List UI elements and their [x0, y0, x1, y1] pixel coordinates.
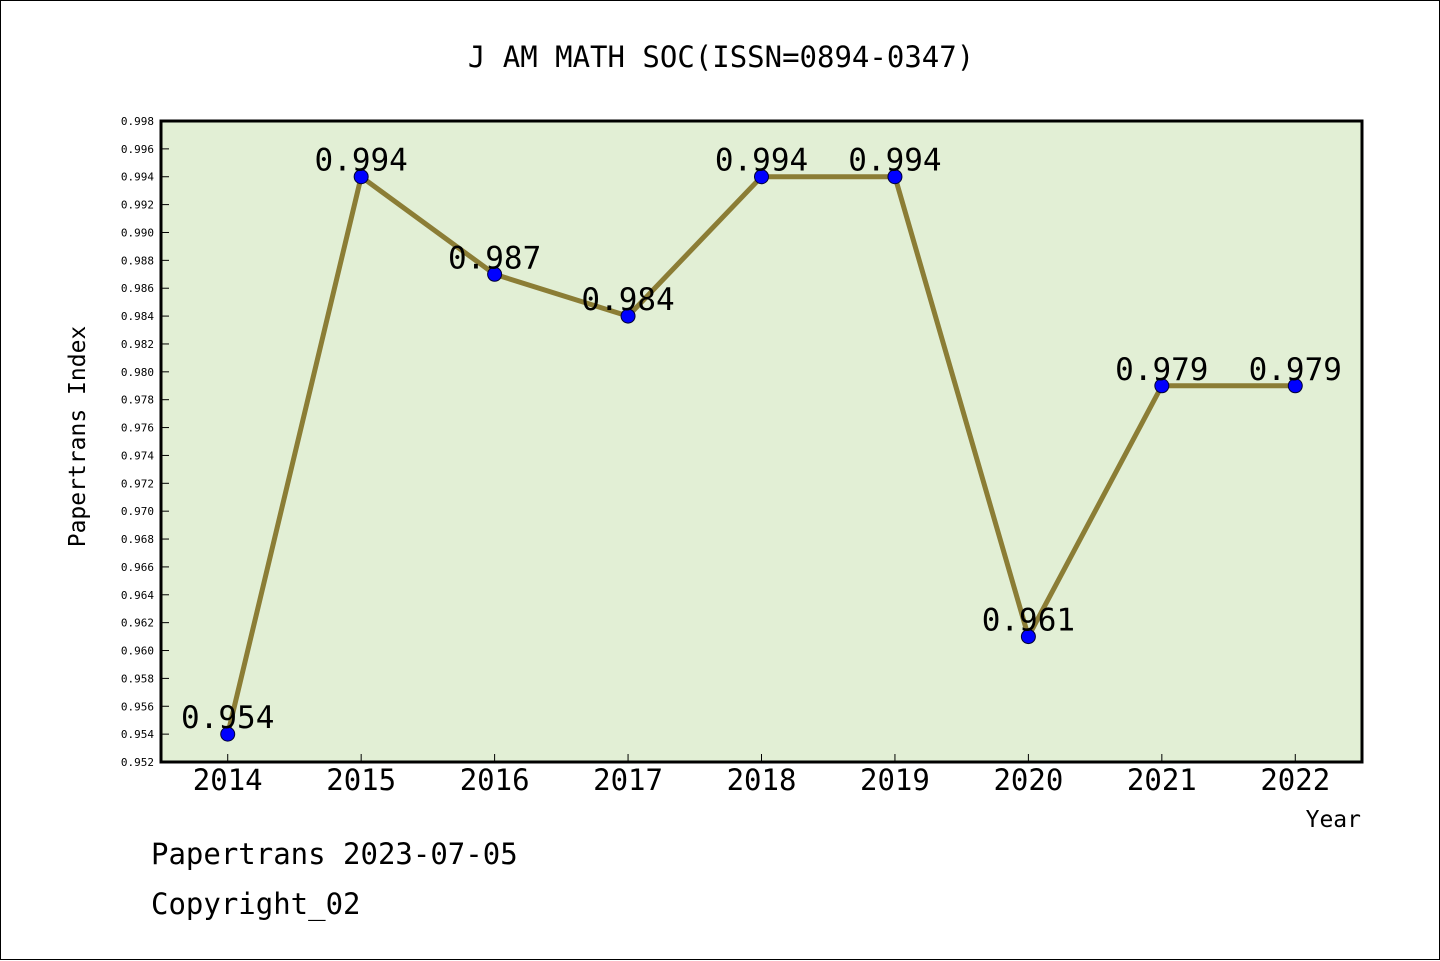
data-point [1154, 378, 1170, 394]
y-tick-label: 0.986 [121, 282, 154, 295]
y-tick-label: 0.994 [121, 171, 154, 184]
y-axis: 0.952 0.954 0.956 0.958 0.960 0.962 0.964 0.966… [121, 115, 169, 769]
data-label: 0.979 [1249, 352, 1342, 388]
x-tick-label: 2015 [326, 763, 396, 797]
plot-area [159, 119, 1364, 764]
y-tick-label: 0.976 [121, 422, 154, 435]
data-label: 0.961 [982, 603, 1075, 639]
y-tick-label: 0.956 [121, 700, 154, 713]
data-label: 0.994 [715, 143, 808, 179]
data-point [487, 266, 503, 282]
y-tick-label: 0.990 [121, 226, 154, 239]
chart-title: J AM MATH SOC(ISSN=0894-0347) [468, 40, 974, 74]
y-tick-label: 0.970 [121, 505, 154, 518]
x-tick-label: 2016 [460, 763, 530, 797]
y-tick-label: 0.962 [121, 617, 154, 630]
y-tick-label: 0.982 [121, 338, 154, 351]
data-point [620, 308, 636, 324]
y-tick-label: 0.984 [121, 310, 154, 323]
data-point [754, 169, 769, 185]
data-point [220, 726, 236, 742]
y-tick-label: 0.966 [121, 561, 154, 574]
y-tick-label: 0.988 [121, 254, 154, 267]
data-label-group: 0.954 0.994 0.987 0.984 0.994 0.994 0.961 0.979… [181, 143, 1342, 736]
data-label: 0.984 [581, 282, 674, 318]
x-tick-label: 2018 [727, 763, 797, 797]
y-tick-label: 0.954 [121, 728, 154, 741]
y-axis-label: Papertrans Index [65, 326, 91, 548]
footer-copyright-text: Copyright_02 [151, 887, 361, 921]
y-tick-label: 0.952 [121, 756, 154, 769]
data-label: 0.994 [848, 143, 941, 179]
x-tick-label: 2020 [993, 763, 1063, 797]
y-tick-label: 0.974 [121, 449, 154, 462]
marker-group [220, 169, 1303, 742]
data-label: 0.954 [181, 700, 274, 736]
y-tick-label: 0.998 [121, 115, 154, 128]
y-tick-label: 0.968 [121, 533, 154, 546]
data-point [353, 169, 369, 185]
x-tick-label: 2021 [1127, 763, 1197, 797]
data-label: 0.987 [448, 240, 541, 276]
data-point [887, 169, 903, 185]
x-tick-label: 2014 [193, 763, 263, 797]
data-point [1287, 378, 1303, 394]
y-tick-label: 0.964 [121, 589, 154, 602]
x-tick-label: 2022 [1260, 763, 1330, 797]
data-label: 0.979 [1115, 352, 1208, 388]
data-point [1020, 629, 1036, 645]
y-tick-label: 0.980 [121, 366, 154, 379]
x-axis: 2014 2015 2016 2017 2018 2019 2020 2021 2022 [193, 754, 1330, 797]
y-tick-label: 0.996 [121, 143, 154, 156]
x-tick-label: 2017 [593, 763, 663, 797]
y-tick-label: 0.972 [121, 477, 154, 490]
y-tick-label: 0.992 [121, 199, 154, 212]
y-tick-label: 0.978 [121, 394, 154, 407]
data-label: 0.994 [315, 143, 408, 179]
y-tick-label: 0.958 [121, 672, 154, 685]
y-tick-label: 0.960 [121, 645, 154, 658]
footer-date-text: Papertrans 2023-07-05 [151, 837, 518, 871]
x-axis-label: Year [1306, 807, 1361, 833]
x-tick-label: 2019 [860, 763, 930, 797]
